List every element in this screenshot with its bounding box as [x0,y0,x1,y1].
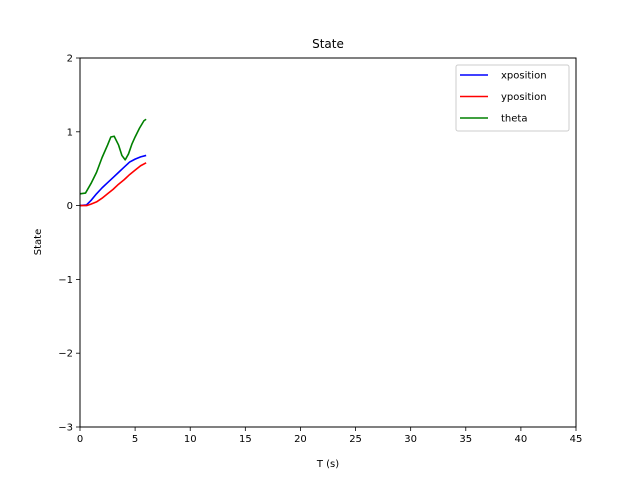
series-line-xposition [79,154,147,207]
x-tick-label: 15 [239,434,252,445]
x-axis-label: T (s) [316,459,339,470]
x-axis-ticks: 0 5 10 15 20 25 30 35 40 45 [77,427,583,445]
x-tick-label: 5 [132,434,138,445]
plot-frame [79,57,577,428]
y-tick-label: 2 [67,54,73,65]
y-tick-label: −3 [58,423,73,434]
y-axis-label: State [33,229,44,255]
series-layer [79,118,147,207]
y-tick-label: 0 [67,201,73,212]
x-tick-label: 0 [77,434,83,445]
x-tick-label: 20 [294,434,307,445]
chart-title: State [312,37,344,51]
legend-label-xposition: xposition [501,71,547,82]
legend-label-yposition: yposition [501,92,547,103]
legend-label-theta: theta [501,114,527,125]
x-tick-label: 35 [459,434,472,445]
legend: xposition yposition theta [455,64,570,132]
x-tick-label: 45 [570,434,583,445]
x-tick-label: 10 [184,434,197,445]
legend-box [455,64,570,132]
y-tick-label: −2 [58,349,73,360]
series-line-theta [79,118,147,195]
y-tick-label: −1 [58,275,73,286]
x-tick-label: 40 [515,434,528,445]
y-tick-label: 1 [67,127,73,138]
y-axis-ticks: −3 −2 −1 0 1 2 [58,54,80,434]
x-tick-label: 30 [404,434,417,445]
x-tick-label: 25 [349,434,362,445]
series-line-yposition [80,162,147,207]
